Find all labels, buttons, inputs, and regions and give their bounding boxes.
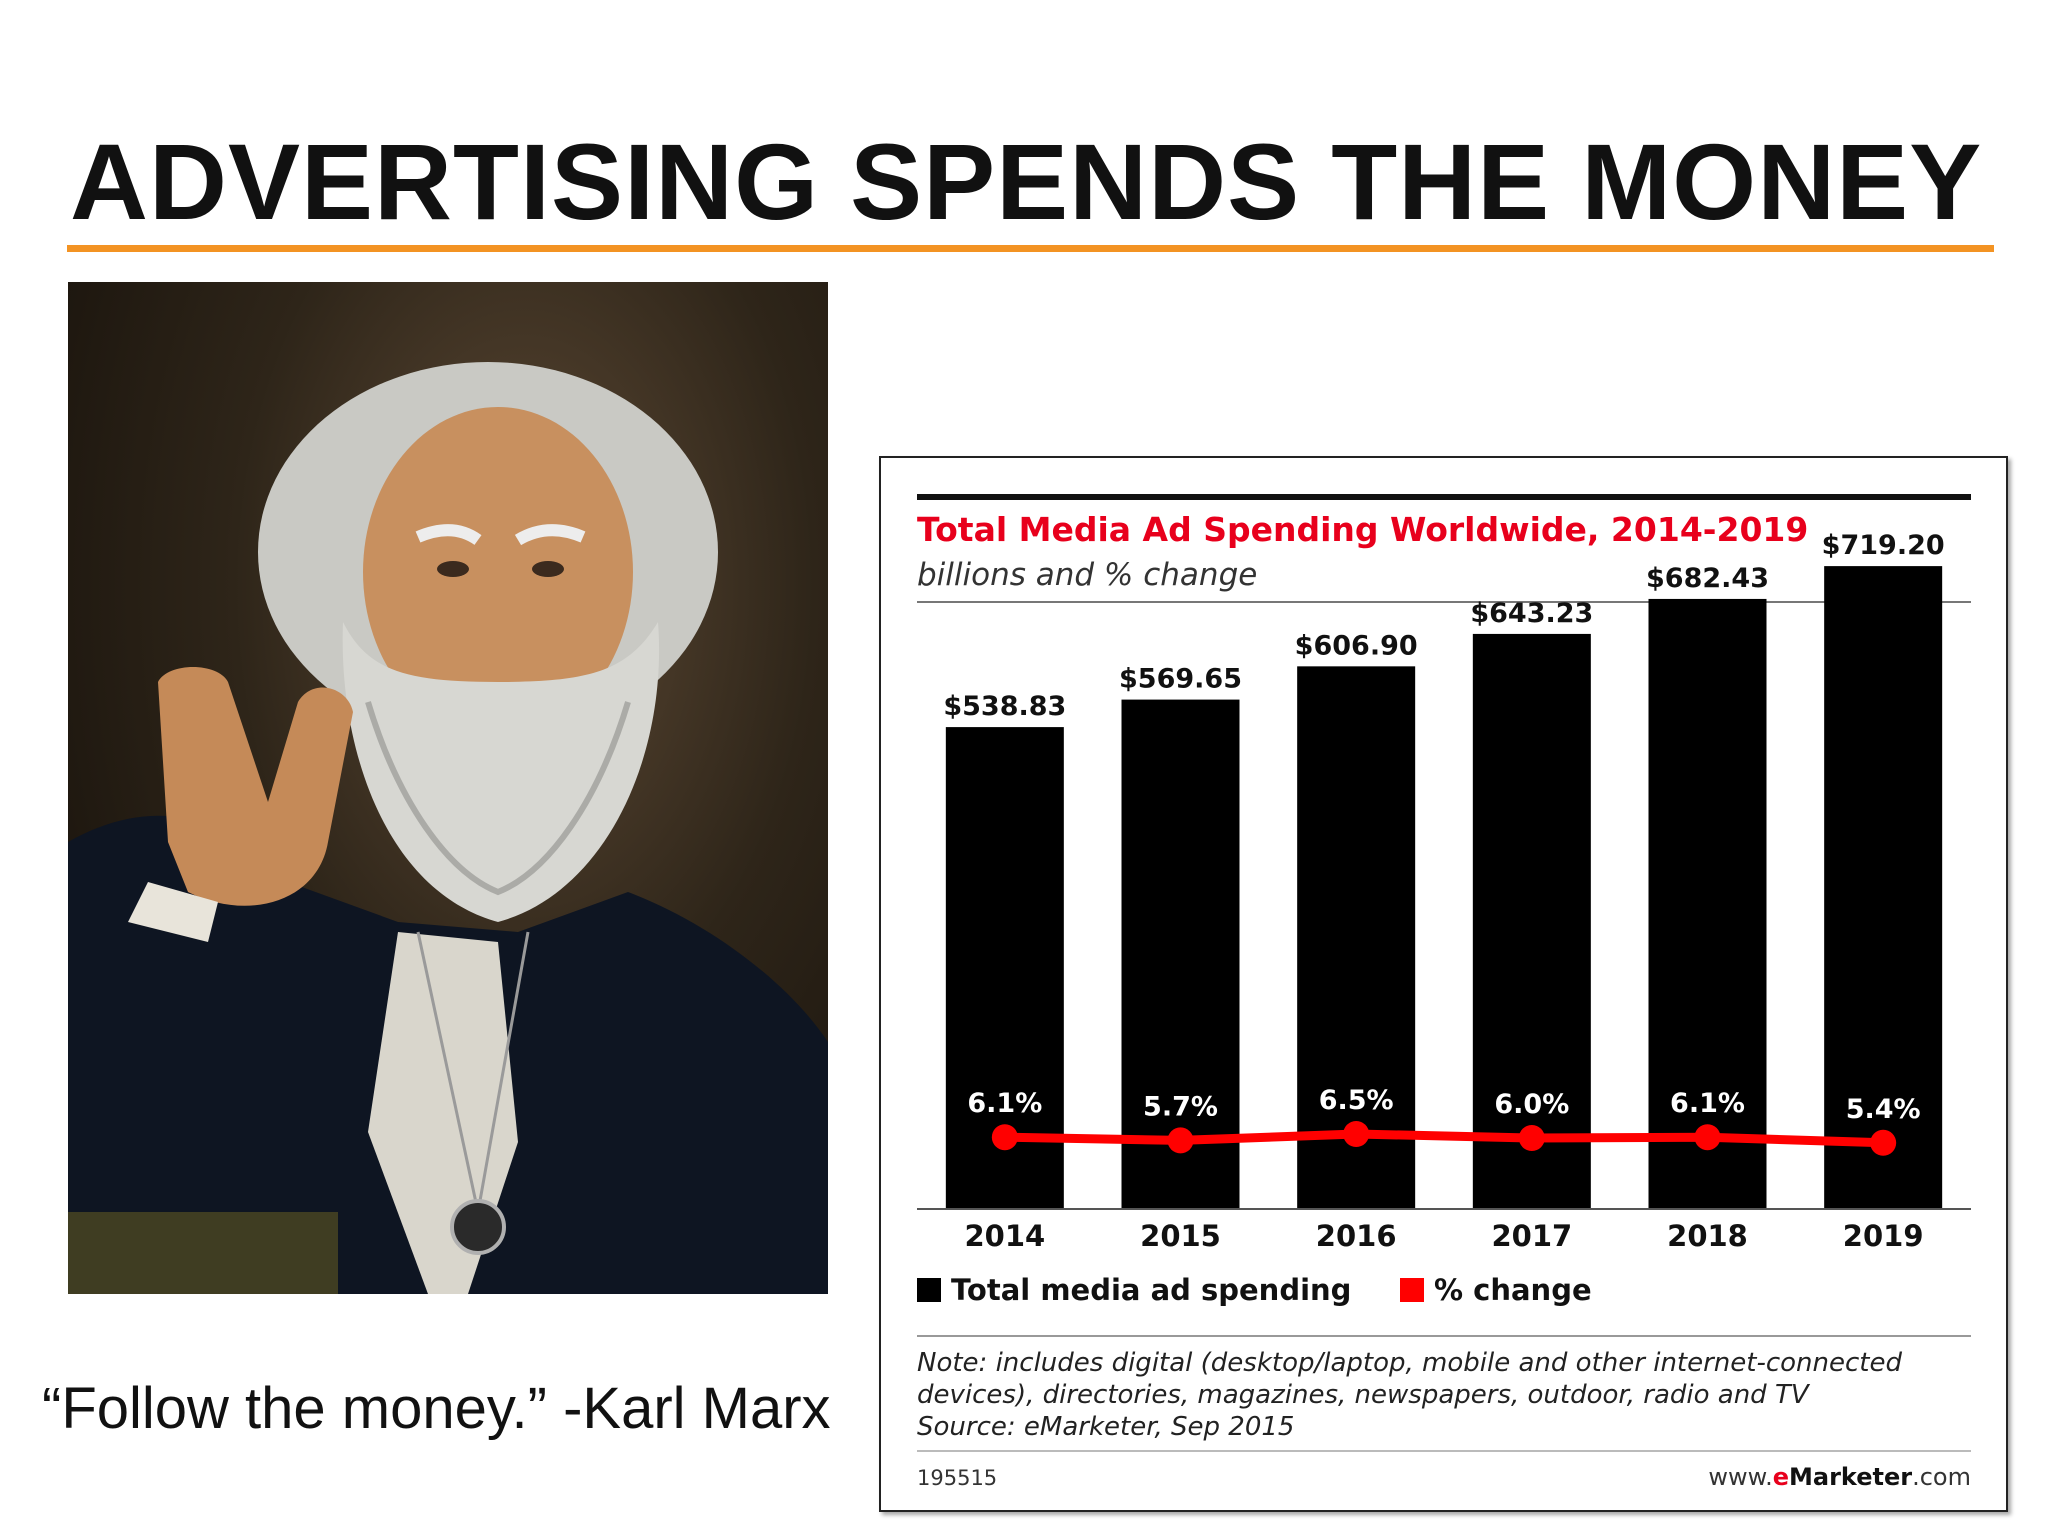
legend-label-spending: Total media ad spending — [951, 1273, 1351, 1307]
pct-change-point-2014 — [991, 1124, 1018, 1151]
chart-note-line-2: devices), directories, magazines, newspa… — [917, 1380, 1811, 1410]
footer-rule — [917, 1450, 1971, 1452]
x-tick-2018: 2018 — [1667, 1219, 1748, 1253]
title-underline — [67, 245, 1994, 252]
pct-change-label-2018: 6.1% — [1670, 1088, 1745, 1119]
pct-change-label-2019: 5.4% — [1846, 1094, 1921, 1125]
pct-change-point-2017 — [1518, 1125, 1545, 1151]
chart-source: Source: eMarketer, Sep 2015 — [917, 1412, 1294, 1442]
chart-note-line-1: Note: includes digital (desktop/laptop, … — [917, 1348, 1902, 1378]
pct-change-label-2016: 6.5% — [1319, 1085, 1394, 1116]
pct-change-point-2016 — [1343, 1121, 1370, 1147]
x-tick-2019: 2019 — [1843, 1219, 1924, 1253]
pct-change-line — [1004, 1129, 1884, 1148]
legend-label-change: % change — [1434, 1273, 1592, 1307]
chart-id: 195515 — [917, 1466, 997, 1490]
emarketer-logo: www.eMarketer.com — [1708, 1463, 1971, 1491]
ad-spending-chart: Total Media Ad Spending Worldwide, 2014-… — [917, 494, 1971, 1491]
pct-change-label-2015: 5.7% — [1143, 1091, 1218, 1122]
chart-top-rule — [917, 494, 1971, 500]
portrait-beard — [342, 622, 660, 922]
portrait-hand — [158, 667, 353, 906]
logo-name: Marketer — [1789, 1463, 1912, 1491]
pct-change-point-2019 — [1870, 1129, 1897, 1156]
bar-value-label-2014: $538.83 — [943, 691, 1066, 722]
x-tick-2015: 2015 — [1140, 1219, 1221, 1253]
chart-baseline — [917, 1208, 1971, 1210]
marx-quote: “Follow the money.” -Karl Marx — [42, 1376, 831, 1441]
bar-value-label-2016: $606.90 — [1295, 630, 1418, 661]
x-tick-labels: 2014 2015 2016 2017 2018 2019 — [964, 1219, 1923, 1253]
bar-2017 — [1472, 633, 1591, 1208]
bar-value-label-2018: $682.43 — [1646, 563, 1769, 594]
bar-value-label-2015: $569.65 — [1119, 664, 1242, 695]
ad-spending-chart-card: Total Media Ad Spending Worldwide, 2014-… — [879, 456, 2008, 1512]
chart-subtitle: billions and % change — [917, 557, 1257, 593]
bar-value-label-2019: $719.20 — [1822, 530, 1945, 561]
pct-change-point-2018 — [1694, 1124, 1721, 1151]
logo-prefix: www. — [1708, 1463, 1772, 1491]
bar-2019 — [1824, 566, 1943, 1208]
portrait-pendant — [450, 1199, 506, 1255]
legend-swatch-change — [1400, 1278, 1424, 1302]
pct-change-point-2015 — [1167, 1127, 1194, 1154]
pct-change-label-2014: 6.1% — [967, 1088, 1042, 1119]
slide-title: ADVERTISING SPENDS THE MONEY — [70, 121, 1983, 242]
legend-swatch-spending — [917, 1278, 941, 1302]
logo-e: e — [1773, 1463, 1789, 1491]
chart-subtitle-rule — [917, 601, 1971, 603]
x-tick-2016: 2016 — [1316, 1219, 1397, 1253]
x-tick-2014: 2014 — [964, 1219, 1045, 1253]
bar-2015 — [1121, 699, 1240, 1208]
x-tick-2017: 2017 — [1491, 1219, 1572, 1253]
line-layer: 6.1% 5.7% 6.5% 6.0% 6.1% 5.4% — [967, 1085, 1921, 1156]
logo-suffix: .com — [1912, 1463, 1971, 1491]
pct-change-label-2017: 6.0% — [1494, 1089, 1569, 1120]
bar-2016 — [1297, 666, 1416, 1208]
bars-layer: $538.83 $569.65 $606.90 $643.23 $682.43 $719.… — [943, 530, 1945, 1208]
bar-value-label-2017: $643.23 — [1470, 598, 1593, 629]
note-rule — [917, 1335, 1971, 1337]
karl-marx-portrait-image — [68, 282, 828, 1294]
portrait-face — [363, 407, 633, 737]
chart-title: Total Media Ad Spending Worldwide, 2014-… — [917, 510, 1808, 549]
bar-2018 — [1648, 598, 1767, 1208]
